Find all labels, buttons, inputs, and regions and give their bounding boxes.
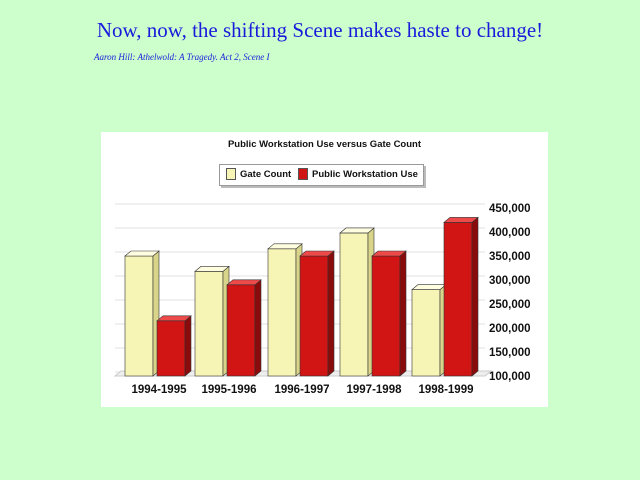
bar-top [267, 243, 303, 250]
bar [299, 255, 329, 377]
bar-top [411, 284, 447, 290]
bar-top [194, 266, 230, 272]
bar-top [299, 250, 335, 257]
bar [194, 271, 224, 377]
legend-label-workstation-use: Public Workstation Use [312, 168, 418, 180]
y-tick-label: 400,000 [489, 227, 531, 239]
bar-top [124, 250, 160, 257]
bar-side [399, 250, 407, 377]
bar [124, 255, 154, 377]
y-tick-label: 350,000 [489, 251, 531, 263]
chart-panel: 100,000 150,000 200,000 250,000 300,000 350,0… [101, 132, 548, 407]
bar-top [371, 250, 407, 257]
bar-side [184, 315, 192, 377]
bar [371, 255, 401, 377]
bar [443, 222, 473, 377]
legend-swatch-workstation-use [298, 168, 308, 180]
bar [411, 289, 441, 377]
x-tick-label: 1994-1995 [132, 384, 188, 396]
bar [226, 284, 256, 377]
x-tick-label: 1997-1998 [347, 384, 403, 396]
slide-title: Now, now, the shifting Scene makes haste… [96, 18, 544, 42]
bar-chart: 100,000 150,000 200,000 250,000 300,000 350,0… [113, 203, 531, 396]
chart-title: Public Workstation Use versus Gate Count [227, 139, 422, 150]
chart-legend: Gate Count Public Workstation Use [219, 164, 424, 186]
bar-side [327, 250, 335, 377]
bar-top [443, 217, 479, 223]
x-tick-label: 1995-1996 [202, 384, 257, 396]
y-tick-label: 150,000 [489, 347, 531, 359]
y-tick-label: 100,000 [489, 371, 531, 383]
bar [156, 320, 186, 377]
y-tick-label: 450,000 [489, 203, 531, 215]
x-tick-label: 1998-1999 [419, 384, 474, 396]
y-tick-label: 200,000 [489, 323, 531, 335]
slide-citation: Aaron Hill: Athelwold: A Tragedy. Act 2,… [94, 52, 270, 62]
bar-top [226, 279, 262, 286]
bar-top [339, 227, 375, 234]
legend-item-gate-count: Gate Count [226, 168, 291, 180]
legend-swatch-gate-count [226, 168, 236, 180]
legend-item-workstation-use: Public Workstation Use [298, 168, 418, 180]
bar [267, 248, 297, 377]
x-tick-label: 1996-1997 [275, 384, 330, 396]
bar [339, 232, 369, 377]
bar-side [471, 216, 479, 377]
y-tick-label: 250,000 [489, 299, 531, 311]
bar-top [156, 315, 192, 322]
y-tick-label: 300,000 [489, 275, 531, 287]
legend-label-gate-count: Gate Count [240, 168, 292, 180]
bar-side [254, 279, 262, 377]
